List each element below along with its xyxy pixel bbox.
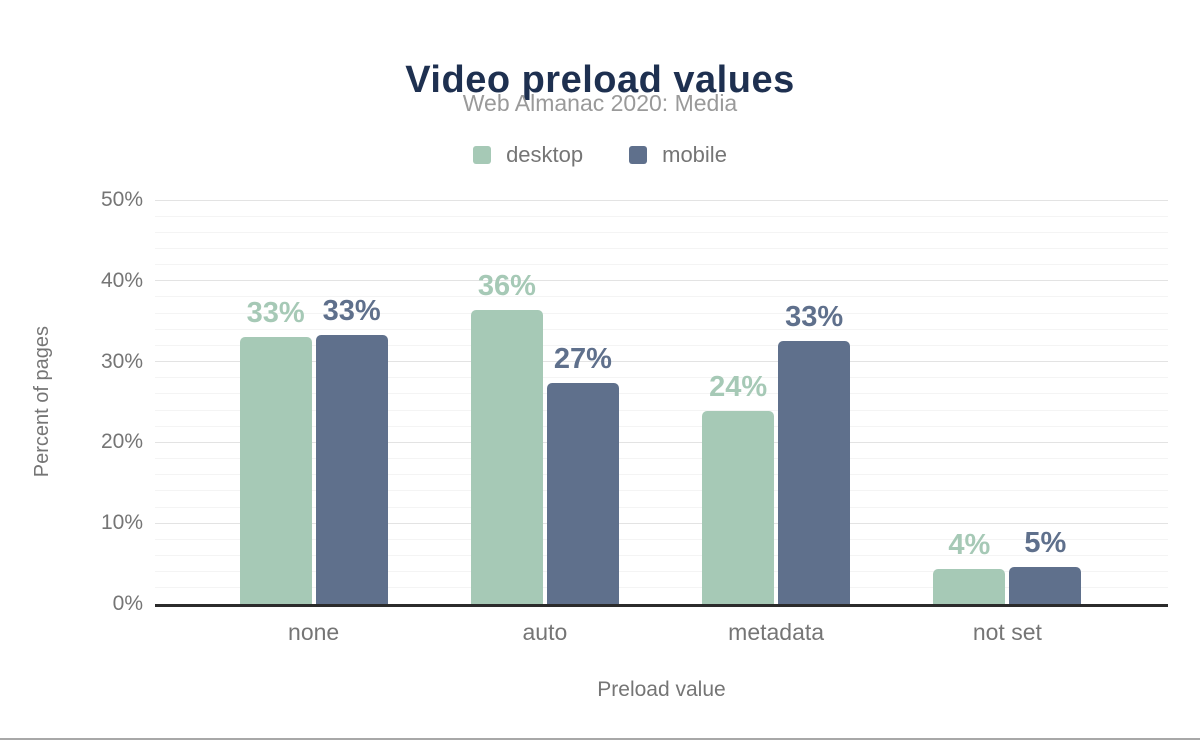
legend-label-mobile: mobile: [662, 142, 727, 167]
y-tick-label-10: 10%: [100, 511, 143, 535]
bar-value-label-mobile-none: 33%: [322, 294, 381, 327]
minor-gridline-48: [155, 215, 1168, 217]
y-tick-label-40: 40%: [100, 268, 143, 292]
mobile-swatch-icon: [629, 146, 648, 164]
minor-gridline-34: [155, 328, 1168, 330]
y-axis-ticks: 0% 10% 20% 30% 40% 50%: [0, 188, 143, 615]
bars-area: 33% 33% 36% 27% 24% 33% 4% 5%: [198, 200, 1123, 604]
major-gridline-30: [155, 361, 1168, 363]
minor-gridline-2: [155, 587, 1168, 589]
x-axis-label-metadata: metadata: [728, 619, 825, 645]
desktop-swatch-icon: [473, 146, 492, 164]
minor-gridline-14: [155, 490, 1168, 492]
major-gridline-10: [155, 522, 1168, 524]
bar-group-none: 33% 33%: [198, 200, 429, 604]
y-tick-label-0: 0%: [112, 592, 143, 615]
bar-group-auto: 36% 27%: [429, 200, 660, 604]
y-tick-label-20: 20%: [100, 430, 143, 454]
bar-mobile-auto: 27%: [546, 343, 619, 604]
major-gridline-50: [155, 199, 1168, 201]
minor-gridline-22: [155, 425, 1168, 427]
minor-gridline-16: [155, 474, 1168, 476]
bottom-rule: [0, 738, 1200, 740]
minor-gridline-32: [155, 344, 1168, 346]
bar-mobile-metadata: 33%: [778, 301, 851, 604]
minor-gridline-12: [155, 506, 1168, 508]
bar-value-label-desktop-none: 33%: [246, 297, 305, 330]
bar-mobile-none: 33%: [315, 295, 388, 604]
minor-gridline-42: [155, 264, 1168, 266]
bar-mobile-not-set: 5%: [1009, 527, 1082, 604]
x-axis-labels: none auto metadata not set: [198, 619, 1123, 645]
minor-gridline-24: [155, 409, 1168, 411]
bar-group-metadata: 24% 33%: [661, 200, 892, 604]
x-axis-label-not-set: not set: [972, 619, 1042, 645]
chart-subtitle: Web Almanac 2020: Media: [462, 90, 738, 116]
y-tick-label-30: 30%: [100, 349, 143, 373]
x-axis-label-none: none: [288, 619, 340, 645]
minor-gridline-26: [155, 393, 1168, 395]
minor-gridline-28: [155, 377, 1168, 379]
minor-gridline-36: [155, 312, 1168, 314]
major-gridline-40: [155, 280, 1168, 282]
bar-value-label-desktop-auto: 36%: [477, 269, 536, 302]
bar-value-label-mobile-not-set: 5%: [1024, 526, 1067, 559]
legend-item-desktop: desktop: [473, 142, 583, 168]
x-axis-label-auto: auto: [522, 619, 568, 645]
bar-group-not-set: 4% 5%: [892, 200, 1123, 604]
minor-gridline-44: [155, 247, 1168, 249]
minor-gridline-8: [155, 538, 1168, 540]
x-axis-title: Preload value: [597, 678, 726, 701]
legend: desktop mobile: [0, 142, 1200, 168]
plot-area: [155, 199, 1168, 607]
y-tick-label-50: 50%: [100, 188, 143, 211]
minor-gridline-46: [155, 231, 1168, 233]
bar-value-label-desktop-not-set: 4%: [948, 529, 991, 562]
minor-gridline-38: [155, 296, 1168, 298]
bar-value-label-mobile-metadata: 33%: [785, 301, 844, 334]
major-gridline-20: [155, 441, 1168, 443]
bar-desktop-auto: 36%: [470, 270, 543, 604]
bar-desktop-metadata: 24%: [702, 371, 775, 604]
minor-gridline-6: [155, 555, 1168, 557]
bar-desktop-none: 33%: [239, 297, 312, 604]
bar-value-label-desktop-metadata: 24%: [709, 370, 768, 403]
minor-gridline-18: [155, 458, 1168, 460]
legend-item-mobile: mobile: [629, 142, 727, 168]
bar-desktop-not-set: 4%: [933, 529, 1006, 604]
legend-label-desktop: desktop: [506, 142, 584, 167]
chart-title: Video preload values: [405, 59, 795, 102]
bar-value-label-mobile-auto: 27%: [553, 343, 612, 376]
minor-gridline-4: [155, 571, 1168, 573]
